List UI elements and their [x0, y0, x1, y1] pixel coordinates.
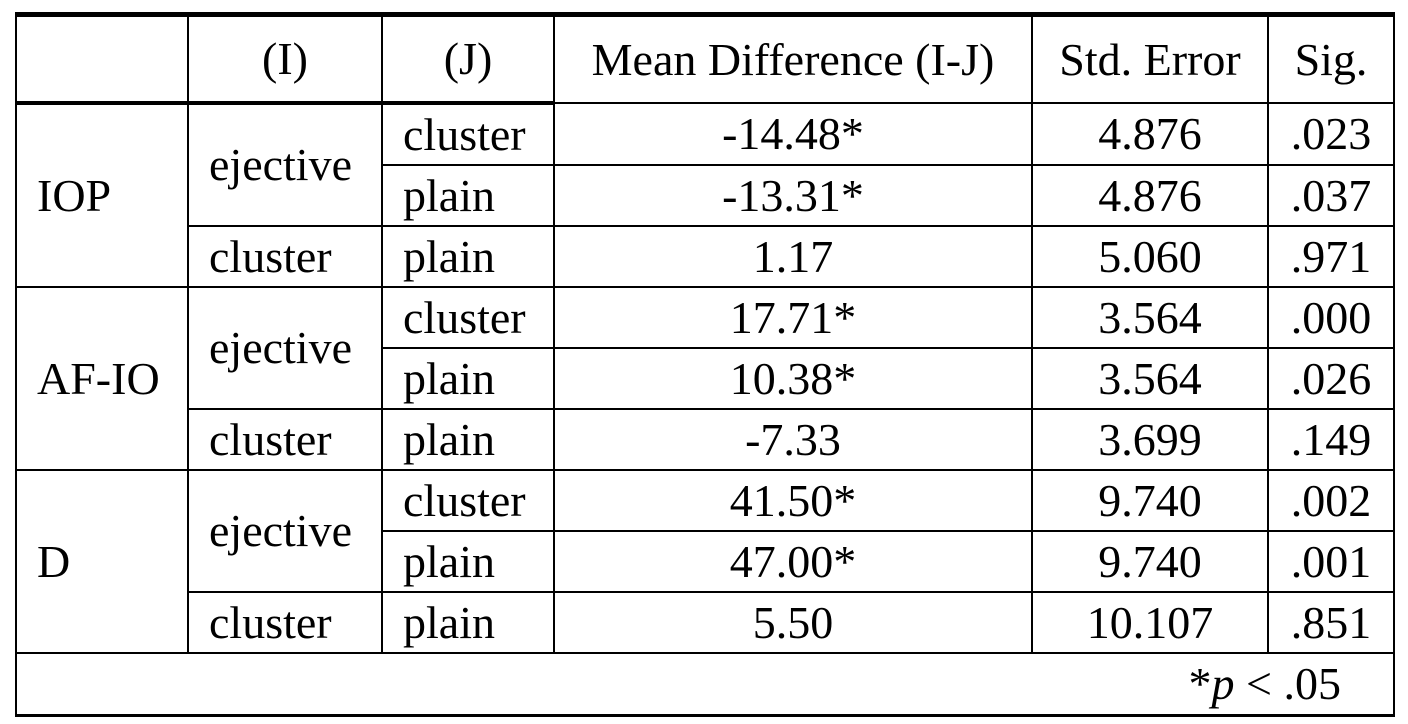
- mean-diff-cell: -7.33: [553, 408, 1033, 471]
- std-error-cell: 9.740: [1031, 530, 1269, 593]
- table-body: IOP ejective cluster -14.48* 4.876.023 plain -…: [15, 102, 1395, 654]
- std-error-cell: 3.564: [1031, 286, 1269, 349]
- footnote-row: *p < .05: [15, 652, 1395, 717]
- footnote-text: < .05: [1246, 658, 1341, 709]
- i-cell: ejective: [187, 286, 383, 410]
- sig-cell: .023: [1267, 102, 1395, 166]
- mean-diff-cell: 1.17: [553, 225, 1033, 288]
- sig-cell: .971: [1267, 225, 1395, 288]
- mean-diff-cell: 17.71*: [553, 286, 1033, 349]
- data-row: AF-IO ejective cluster 17.71* 3.564.000: [15, 286, 1395, 471]
- results-table: (I) (J) Mean Difference (I-J) Std. Error…: [15, 12, 1395, 717]
- j-cell: cluster: [381, 102, 555, 166]
- footnote-symbol: p: [1211, 658, 1235, 709]
- measure-cell: D: [15, 469, 189, 654]
- sig-cell: .000: [1267, 286, 1395, 349]
- sig-cell: .002: [1267, 469, 1395, 532]
- i-cell: cluster: [187, 408, 383, 471]
- j-cell: plain: [381, 164, 555, 227]
- sig-cell: .851: [1267, 591, 1395, 654]
- std-error-cell: 9.740: [1031, 469, 1269, 532]
- i-cell: cluster: [187, 591, 383, 654]
- std-error-cell: 10.107: [1031, 591, 1269, 654]
- j-cell: cluster: [381, 469, 555, 532]
- j-cell: cluster: [381, 286, 555, 349]
- header-cell: Sig.: [1267, 13, 1395, 104]
- header-cell: Mean Difference (I-J): [553, 13, 1033, 104]
- header-cell: [15, 13, 189, 105]
- mean-diff-cell: -13.31*: [553, 164, 1033, 227]
- std-error-cell: 4.876: [1031, 102, 1269, 166]
- std-error-cell: 3.564: [1031, 347, 1269, 410]
- header-cell: (J): [381, 13, 555, 105]
- j-cell: plain: [381, 591, 555, 654]
- header-cell: Std. Error: [1031, 13, 1269, 104]
- j-cell: plain: [381, 408, 555, 471]
- mean-diff-cell: 10.38*: [553, 347, 1033, 410]
- footnote-mark: *: [1188, 658, 1212, 709]
- j-cell: plain: [381, 225, 555, 288]
- header-row: (I) (J) Mean Difference (I-J) Std. Error…: [15, 13, 1395, 105]
- mean-diff-cell: 41.50*: [553, 469, 1033, 532]
- j-cell: plain: [381, 347, 555, 410]
- data-row: IOP ejective cluster -14.48* 4.876.023: [15, 102, 1395, 288]
- data-row: cluster plain -7.33 3.699.149: [16, 408, 1395, 471]
- sig-cell: .149: [1267, 408, 1395, 471]
- std-error-cell: 4.876: [1031, 164, 1269, 227]
- data-row: plain 10.38* 3.564.026: [16, 347, 1395, 410]
- i-cell: ejective: [187, 102, 383, 227]
- i-cell: ejective: [187, 469, 383, 593]
- i-cell: cluster: [187, 225, 383, 288]
- data-row: cluster plain 1.17 5.060.971: [16, 225, 1395, 288]
- data-row: plain 47.00* 9.740.001: [16, 530, 1395, 593]
- mean-diff-cell: 47.00*: [553, 530, 1033, 593]
- mean-diff-cell: 5.50: [553, 591, 1033, 654]
- measure-cell: AF-IO: [15, 286, 189, 471]
- data-row: plain -13.31* 4.876.037: [16, 164, 1395, 227]
- sig-cell: .037: [1267, 164, 1395, 227]
- std-error-cell: 5.060: [1031, 225, 1269, 288]
- data-row: cluster plain 5.50 10.107.851: [16, 591, 1395, 654]
- std-error-cell: 3.699: [1031, 408, 1269, 471]
- header-cell: (I): [187, 13, 383, 105]
- j-cell: plain: [381, 530, 555, 593]
- mean-diff-cell: -14.48*: [553, 102, 1033, 166]
- measure-cell: IOP: [15, 102, 189, 288]
- sig-cell: .026: [1267, 347, 1395, 410]
- footnote: *p < .05: [15, 652, 1395, 717]
- sig-cell: .001: [1267, 530, 1395, 593]
